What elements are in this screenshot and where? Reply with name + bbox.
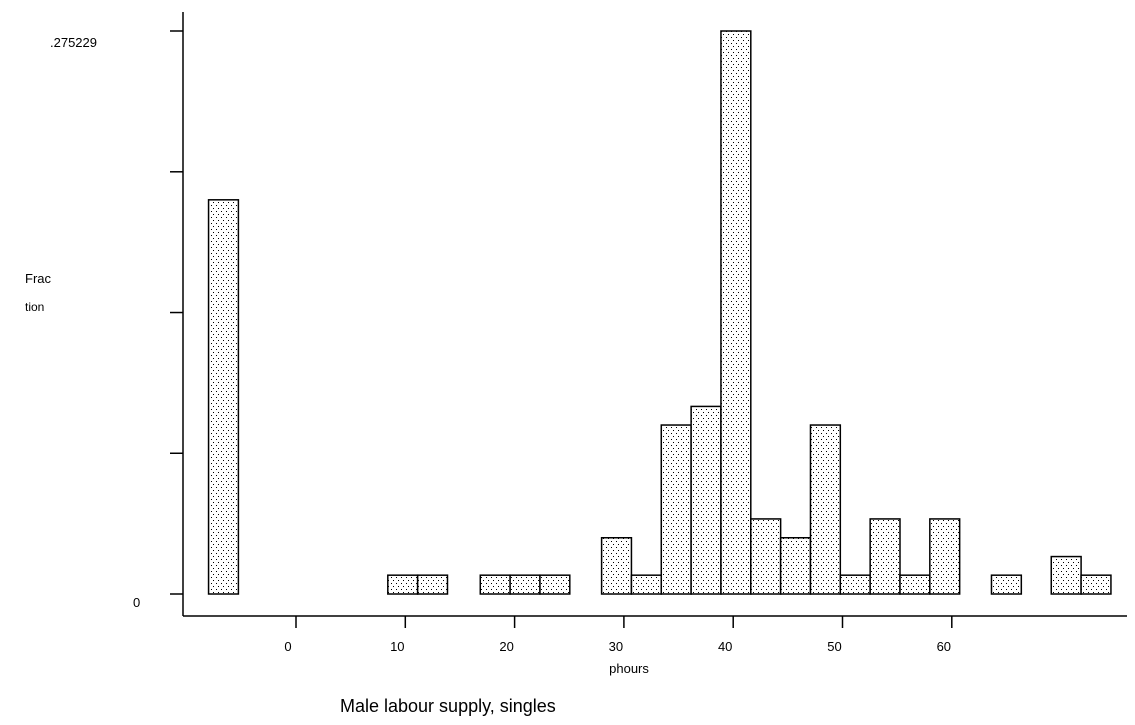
histogram-bar-7 (630, 574, 663, 595)
histogram-bar-20 (1080, 574, 1112, 595)
x-axis-label: phours (609, 661, 649, 676)
x-tick-label-4: 40 (718, 639, 732, 654)
histogram-bar-14 (839, 574, 871, 595)
histogram-bar-1 (387, 574, 419, 595)
histogram-bar-11 (750, 518, 782, 595)
histogram-bar-9 (690, 405, 722, 595)
x-tick-label-2: 20 (499, 639, 513, 654)
x-tick-label-0: 0 (284, 639, 291, 654)
x-tick-label-3: 30 (609, 639, 623, 654)
x-tick-label-6: 60 (937, 639, 951, 654)
histogram-bar-12 (779, 536, 812, 595)
histogram-bar-19 (1050, 555, 1082, 595)
histogram-bar-2 (416, 574, 449, 595)
histogram-bar-13 (809, 424, 842, 595)
histogram-bar-4 (509, 574, 541, 595)
y-axis-label-line-1: Frac (25, 271, 52, 286)
histogram-bar-18 (990, 574, 1023, 595)
x-tick-label-1: 10 (390, 639, 404, 654)
histogram-bar-8 (660, 424, 692, 595)
y-tick-label-max: .275229 (50, 35, 97, 50)
histogram-bar-15 (869, 518, 901, 595)
histogram-bar-16 (899, 574, 931, 595)
histogram-bar-17 (929, 518, 961, 595)
histogram-bar-0 (207, 199, 240, 595)
histogram-bar-6 (600, 536, 633, 595)
x-tick-label-5: 50 (827, 639, 841, 654)
chart-caption: Male labour supply, singles (340, 696, 556, 716)
histogram-bar-5 (539, 574, 571, 595)
y-axis-label-line-2: tion (25, 300, 44, 314)
y-tick-label-zero: 0 (133, 595, 140, 610)
histogram-bar-10 (720, 30, 752, 595)
histogram-bar-3 (479, 574, 511, 595)
